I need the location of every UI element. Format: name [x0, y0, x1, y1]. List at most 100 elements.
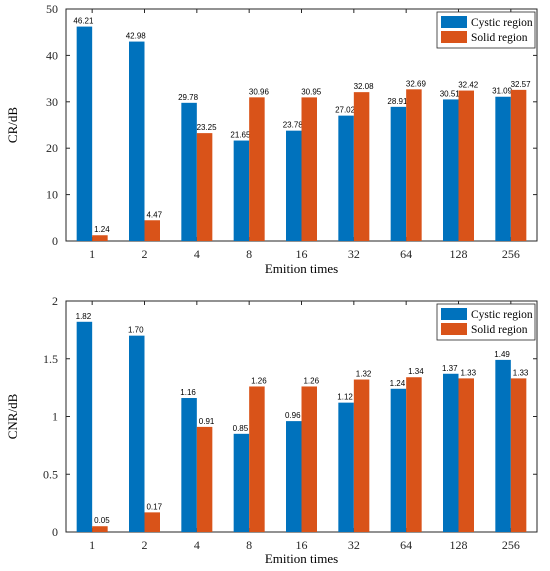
x-tick-label: 2: [142, 247, 148, 261]
bar-solid: [92, 235, 108, 241]
bar-solid: [249, 386, 265, 532]
y-tick-label: 1.5: [43, 352, 58, 366]
data-label: 1.33: [513, 368, 529, 377]
legend-swatch: [441, 323, 467, 335]
data-label: 23.25: [197, 123, 218, 132]
data-label: 23.78: [283, 121, 304, 130]
y-tick-label: 40: [46, 48, 58, 62]
x-tick-label: 1: [89, 247, 95, 261]
bar-solid: [458, 378, 474, 532]
bar-solid: [510, 378, 527, 532]
bar-solid: [92, 526, 108, 532]
data-label: 1.49: [494, 350, 510, 359]
bar-cystic: [76, 321, 93, 532]
data-label: 0.91: [199, 417, 215, 426]
bar-cystic: [286, 130, 302, 241]
data-label: 0.85: [233, 424, 249, 433]
data-label: 1.32: [356, 370, 372, 379]
bar-cystic: [286, 421, 302, 532]
legend-swatch: [441, 308, 467, 320]
y-tick-label: 0.5: [43, 467, 58, 481]
data-label: 32.42: [458, 81, 479, 90]
bar-cystic: [76, 26, 93, 241]
data-label: 31.09: [492, 87, 513, 96]
data-label: 1.37: [442, 364, 458, 373]
bar-solid: [510, 89, 527, 241]
x-tick-label: 256: [502, 538, 520, 552]
legend-swatch: [441, 31, 467, 43]
data-label: 32.69: [406, 79, 427, 88]
x-tick-label: 2: [142, 538, 148, 552]
data-label: 27.02: [335, 106, 356, 115]
bar-solid: [458, 90, 474, 241]
data-label: 21.65: [230, 131, 251, 140]
legend-swatch: [441, 16, 467, 28]
bar-solid: [406, 377, 422, 532]
data-label: 1.26: [251, 376, 267, 385]
bar-cystic: [181, 398, 197, 532]
data-label: 1.26: [303, 376, 319, 385]
x-tick-label: 64: [400, 538, 412, 552]
chart-cr: 0 10 20 30 40 50 1 2 4 8 16 32 64 128 256 46.21 42.98 29.…: [5, 2, 538, 276]
x-tick-label: 16: [296, 247, 308, 261]
bar-cystic: [338, 402, 354, 532]
bar-solid: [353, 379, 370, 532]
y-axis-label: CNR/dB: [5, 393, 20, 439]
legend-entry-label: Cystic region: [471, 17, 533, 29]
x-axis-label: Emition times: [265, 551, 338, 566]
y-tick-label: 30: [46, 95, 58, 109]
y-tick-label: 50: [46, 2, 58, 16]
bar-cystic: [390, 106, 407, 241]
x-tick-label: 1: [89, 538, 95, 552]
data-label: 1.16: [180, 388, 196, 397]
x-tick-label: 128: [450, 538, 468, 552]
data-label: 28.91: [387, 97, 408, 106]
data-label: 0.05: [94, 516, 110, 525]
bar-cystic: [233, 140, 250, 241]
x-tick-label: 16: [296, 538, 308, 552]
bar-solid: [249, 97, 265, 241]
chart-cnr: 0 0.5 1 1.5 2 1 2 4 8 16 32 64 128 256 1.82 1.70 1.16 0.8…: [5, 294, 538, 566]
bar-solid: [144, 220, 160, 241]
data-label: 1.12: [337, 393, 353, 402]
bar-cystic: [129, 335, 145, 532]
data-label: 30.96: [249, 87, 270, 96]
bar-cystic: [233, 433, 250, 532]
x-tick-label: 64: [400, 247, 412, 261]
data-label: 30.95: [301, 87, 322, 96]
bar-solid: [406, 89, 422, 242]
bar-cystic: [181, 102, 197, 241]
bar-solid: [353, 92, 370, 241]
data-label: 0.96: [285, 411, 301, 420]
x-tick-label: 256: [502, 247, 520, 261]
x-tick-label: 4: [194, 538, 200, 552]
data-label: 1.33: [460, 368, 476, 377]
bar-solid: [144, 512, 160, 532]
legend-entry-label: Cystic region: [471, 309, 533, 321]
bar-solid: [196, 426, 213, 532]
data-label: 4.47: [146, 210, 162, 219]
bar-cystic: [129, 41, 145, 241]
data-label: 46.21: [73, 17, 94, 26]
y-axis-label: CR/dB: [5, 107, 20, 143]
bar-cystic: [443, 373, 459, 532]
y-tick-label: 20: [46, 141, 58, 155]
x-tick-label: 32: [348, 247, 360, 261]
bar-cystic: [338, 115, 354, 241]
x-tick-label: 8: [246, 247, 252, 261]
legend-entry-label: Solid region: [471, 32, 528, 44]
y-tick-label: 0: [52, 525, 58, 539]
y-tick-label: 0: [52, 234, 58, 248]
data-label: 42.98: [126, 32, 147, 41]
x-axis-label: Emition times: [265, 261, 338, 276]
data-label: 1.82: [76, 312, 92, 321]
bar-cystic: [495, 96, 511, 241]
bar-solid: [196, 133, 213, 241]
y-tick-label: 2: [52, 294, 58, 308]
legend: Cystic region Solid region: [436, 303, 536, 341]
x-tick-label: 8: [246, 538, 252, 552]
data-label: 1.24: [390, 379, 406, 388]
bar-solid: [301, 97, 317, 241]
data-label: 30.51: [440, 89, 461, 98]
